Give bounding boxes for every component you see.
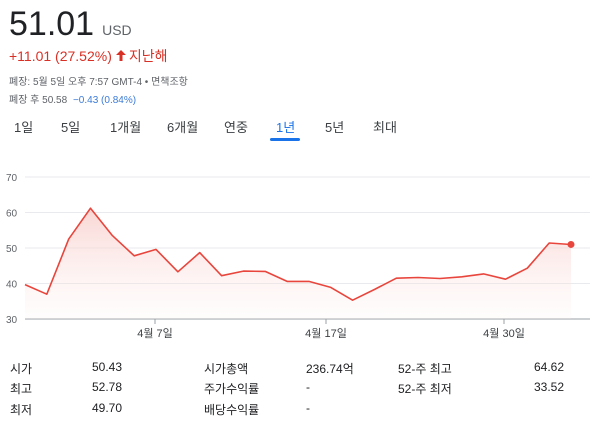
y-tick-label: 30	[6, 315, 18, 326]
after-hours-price: 폐장 후 50.58	[9, 95, 68, 106]
stat-value: 52.78	[92, 380, 123, 394]
price-area	[25, 208, 571, 319]
arrow-up-icon	[115, 49, 126, 64]
tab-6m[interactable]: 6개월	[167, 120, 199, 135]
current-price: 51.01	[9, 5, 95, 43]
stat-label: 최저	[10, 403, 33, 417]
stat-value: -	[306, 380, 310, 394]
end-marker-icon	[567, 240, 575, 248]
stat-value: 49.70	[92, 401, 123, 415]
after-hours-row: 폐장 후 50.58 −0.43 (0.84%)	[9, 91, 136, 106]
tab-1d[interactable]: 1일	[14, 120, 34, 135]
tab-5d[interactable]: 5일	[61, 120, 81, 135]
price-change-row: +11.01 (27.52%) 지난해	[9, 46, 168, 66]
currency-label: USD	[102, 22, 132, 38]
tab-max[interactable]: 최대	[373, 120, 397, 135]
stat-label: 52-주 최고	[398, 362, 452, 376]
x-tick-label: 4월 30일	[483, 326, 525, 340]
stat-value: 64.62	[534, 360, 565, 374]
price-chart[interactable]: 70 60 50 40 30 4월 7일 4월 17일 4월 30일	[0, 160, 600, 345]
stat-label: 52-주 최저	[398, 382, 452, 396]
price-header: 51.01 USD	[9, 4, 132, 44]
active-tab-indicator	[270, 138, 300, 141]
tab-ytd[interactable]: 연중	[224, 120, 248, 135]
close-info[interactable]: 폐장: 5월 5일 오후 7:57 GMT-4 • 면책조항	[9, 77, 188, 88]
y-tick-label: 70	[6, 173, 18, 184]
stat-label: 배당수익률	[204, 403, 260, 417]
stat-label: 시가총액	[204, 362, 249, 376]
tab-5y[interactable]: 5년	[325, 120, 345, 135]
stat-value: 236.74억	[306, 362, 354, 376]
stat-value: 33.52	[534, 380, 565, 394]
change-period: 지난해	[128, 48, 168, 64]
x-tick-label: 4월 7일	[137, 326, 173, 340]
stat-label: 시가	[10, 362, 33, 376]
price-line	[24, 207, 572, 301]
after-hours-change: −0.43 (0.84%)	[72, 95, 137, 106]
x-tick-label: 4월 17일	[305, 326, 347, 340]
y-tick-label: 60	[6, 209, 18, 220]
stat-label: 주가수익률	[204, 382, 260, 396]
price-change: +11.01 (27.52%)	[9, 48, 112, 64]
y-tick-label: 50	[6, 244, 18, 255]
stat-value: 50.43	[92, 360, 123, 374]
tab-1y[interactable]: 1년	[276, 120, 296, 135]
stat-label: 최고	[10, 382, 33, 396]
tab-1m[interactable]: 1개월	[110, 120, 142, 135]
y-tick-label: 40	[6, 280, 18, 291]
stat-value: -	[306, 401, 310, 415]
